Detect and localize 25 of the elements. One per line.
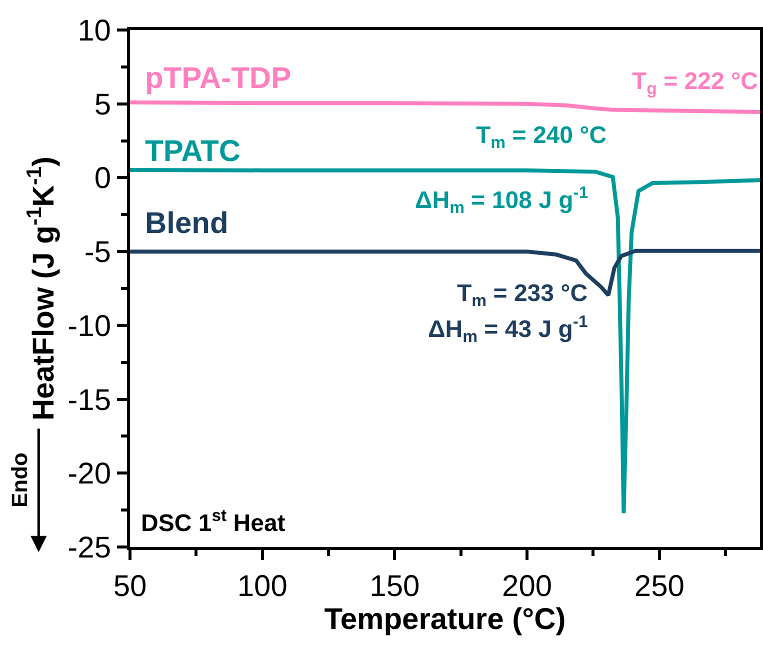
series-label: Blend [145, 207, 228, 240]
y-tick-label: -10 [68, 310, 111, 343]
x-axis-title: Temperature (°C) [324, 603, 566, 636]
x-tick-label: 50 [113, 570, 147, 603]
annotation: ΔH$_{m}$ = 108 J g$^{-1}$ [415, 183, 588, 218]
annotation: T$_{g}$ = 222 °C [632, 68, 758, 98]
annotation: DSC 1$^{st}$ Heat [141, 506, 286, 538]
y-tick-label: 5 [94, 88, 111, 122]
y-tick-label: -20 [68, 458, 111, 491]
y-tick-label: -5 [84, 236, 111, 270]
y-tick-label: 10 [78, 14, 111, 48]
x-tick-label: 200 [502, 570, 552, 603]
text: Endo [6, 452, 32, 508]
annotation: ΔH$_{m}$ = 43 J g$^{-1}$ [428, 312, 588, 346]
y-tick-label: -15 [68, 384, 111, 417]
annotation: T$_{m}$ = 233 °C [457, 280, 588, 310]
x-tick-label: 250 [634, 570, 684, 603]
y-tick-label: -25 [68, 532, 111, 564]
annotation: T$_{m}$ = 240 °C [476, 122, 607, 152]
line-series [130, 100, 760, 114]
x-tick-label: 150 [370, 570, 420, 603]
x-tick-label: 100 [237, 570, 288, 603]
series-label: pTPA-TDP [145, 62, 292, 95]
series-label: TPATC [145, 135, 241, 168]
y-tick-label: 0 [94, 162, 111, 196]
